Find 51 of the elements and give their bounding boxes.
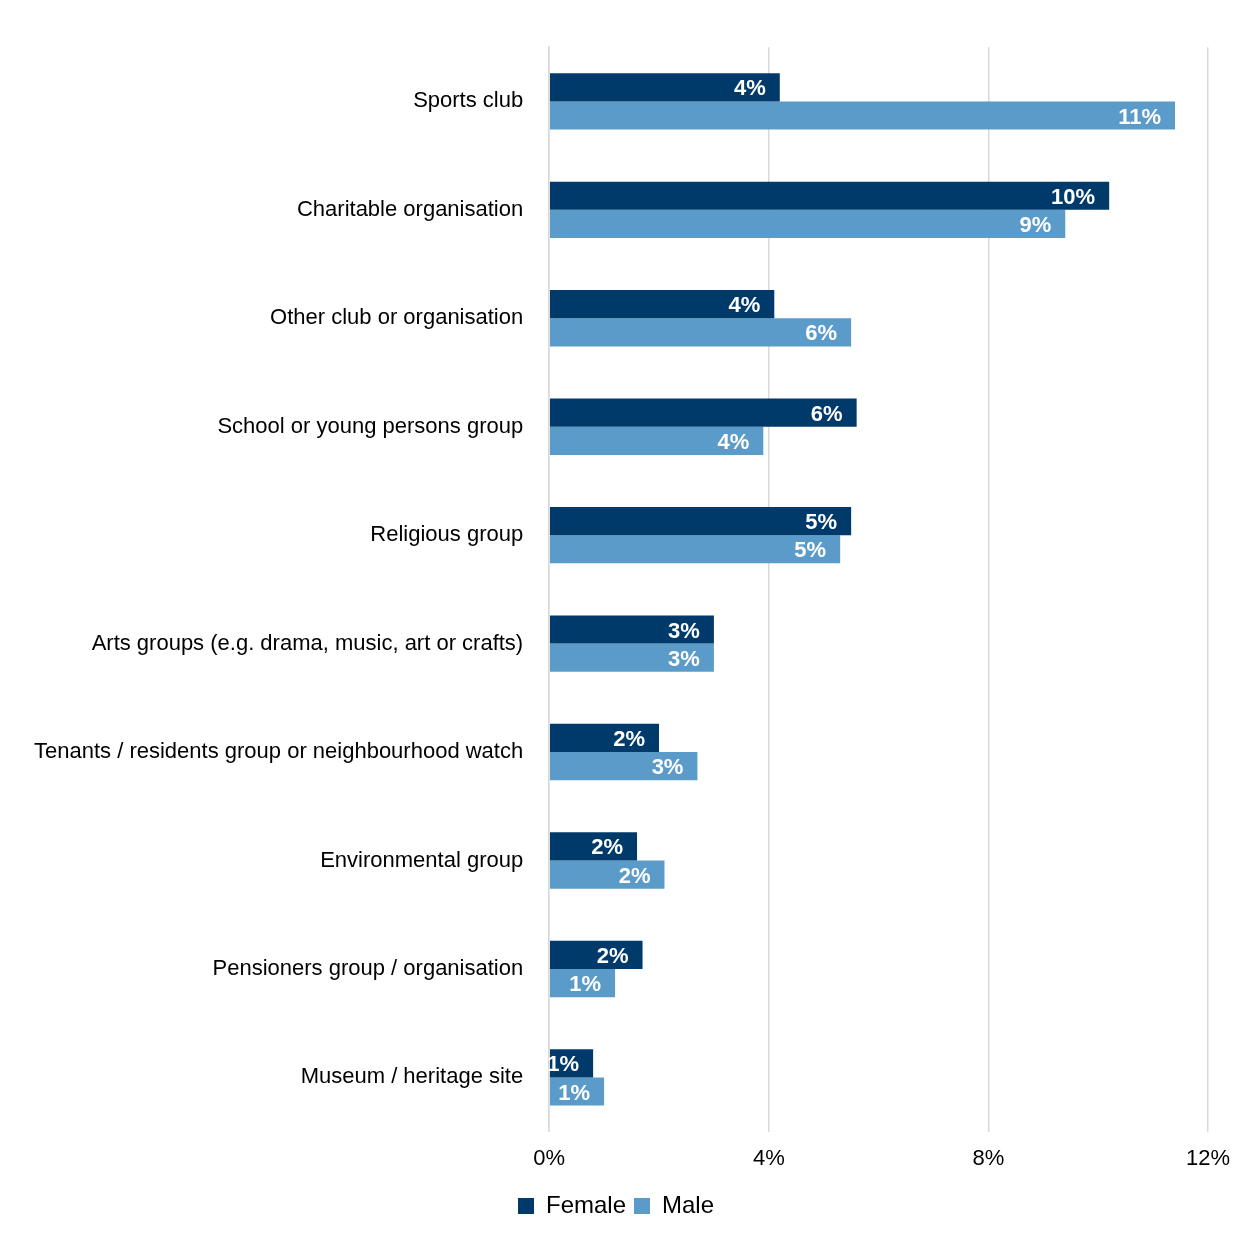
- bar: [549, 209, 1066, 239]
- data-label: 4%: [733, 75, 766, 101]
- legend-label: Male: [662, 1190, 715, 1218]
- data-label: 4%: [717, 428, 750, 454]
- bar: [549, 832, 638, 861]
- data-label: 3%: [668, 645, 700, 671]
- bar: [549, 643, 714, 672]
- bar: [549, 723, 660, 753]
- bar: [549, 290, 775, 319]
- bar: [549, 73, 780, 102]
- data-label: 5%: [805, 509, 838, 535]
- bar: [549, 506, 852, 536]
- x-tick-label: 0%: [533, 1144, 566, 1170]
- x-tick-label: 8%: [972, 1144, 1005, 1170]
- data-label: 10%: [1051, 183, 1096, 209]
- x-tick-label: 4%: [752, 1144, 785, 1170]
- data-label: 2%: [618, 862, 651, 888]
- bar: [549, 101, 1176, 130]
- x-tick-label: 12%: [1185, 1144, 1231, 1170]
- bar: [549, 426, 764, 455]
- y-tick-label: Other club or organisation: [270, 304, 524, 330]
- data-label: 6%: [810, 400, 843, 426]
- data-label: 11%: [1118, 103, 1162, 129]
- y-tick-label: Pensioners group / organisation: [212, 955, 524, 980]
- bar: [549, 615, 714, 644]
- y-tick-label: Sports club: [413, 87, 524, 113]
- y-tick-label: Tenants / residents group or neighbourhood watch: [33, 738, 524, 764]
- data-label: 5%: [794, 537, 827, 563]
- data-label: 6%: [805, 320, 838, 346]
- data-label: 1%: [569, 971, 602, 997]
- data-label: 4%: [728, 292, 761, 318]
- data-label: 1%: [558, 1079, 591, 1105]
- bar: [549, 752, 698, 781]
- data-label: 3%: [668, 617, 700, 643]
- data-label: 2%: [613, 726, 646, 752]
- y-tick-label: Charitable organisation: [296, 195, 524, 221]
- data-label: 2%: [596, 942, 629, 968]
- data-label: 3%: [651, 754, 684, 780]
- y-tick-label: School or young persons group: [217, 412, 524, 438]
- bar: [549, 181, 1110, 210]
- bar: [549, 860, 665, 889]
- legend-label: Female: [545, 1190, 627, 1218]
- bar: [549, 535, 841, 564]
- data-label: 9%: [1019, 212, 1052, 238]
- data-label: 2%: [591, 834, 624, 860]
- y-tick-label: Environmental group: [320, 846, 524, 872]
- bar: [549, 318, 852, 347]
- y-tick-label: Religious group: [370, 521, 524, 547]
- bar: [549, 398, 857, 427]
- y-tick-label: Arts groups (e.g. drama, music, art or crafts): [91, 629, 524, 655]
- y-tick-label: Museum / heritage site: [300, 1063, 524, 1089]
